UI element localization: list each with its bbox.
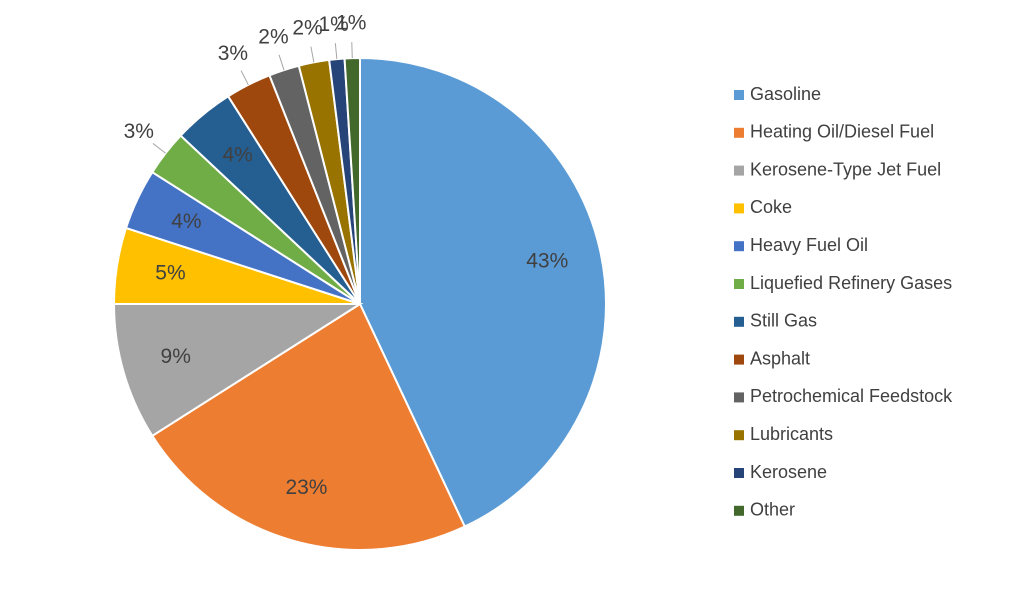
data-label: 2% [258, 25, 288, 48]
pie-slice [359, 56, 607, 528]
legend-label: Heavy Fuel Oil [750, 235, 868, 255]
legend-label: Heating Oil/Diesel Fuel [750, 122, 934, 142]
data-label: 1% [318, 13, 348, 36]
legend-swatch [734, 468, 744, 478]
data-label: 2% [292, 17, 322, 40]
data-label: 23% [285, 476, 327, 499]
data-label: 4% [223, 144, 253, 167]
data-label: 4% [171, 210, 201, 233]
pie-slice [150, 302, 467, 551]
data-label: 3% [124, 120, 154, 143]
legend-swatch [734, 354, 744, 365]
data-label: 1% [336, 12, 366, 35]
data-label: 3% [218, 42, 248, 65]
legend-swatch [734, 241, 744, 252]
data-label: 43% [526, 250, 568, 273]
leader-line [334, 43, 338, 60]
data-label: 9% [161, 345, 191, 368]
legend-swatch [734, 430, 744, 441]
leader-line [351, 42, 353, 59]
legend-swatch [734, 165, 744, 176]
pie-slice [343, 56, 361, 305]
legend-label: Gasoline [750, 84, 821, 104]
legend-label: Kerosene-Type Jet Fuel [750, 159, 941, 179]
legend-swatch [734, 279, 744, 289]
leader-line [240, 70, 249, 86]
legend-label: Kerosene [750, 462, 827, 482]
legend-label: Still Gas [750, 311, 817, 331]
leader-line [152, 143, 166, 154]
legend-swatch [734, 505, 744, 516]
data-label: 5% [155, 262, 185, 285]
legend-swatch [734, 203, 744, 214]
legend-label: Liquefied Refinery Gases [750, 273, 952, 293]
leader-line [278, 54, 285, 71]
legend-swatch [734, 316, 744, 327]
legend-swatch [734, 392, 744, 403]
legend-label: Petrochemical Feedstock [750, 386, 953, 406]
leader-line [310, 46, 315, 63]
legend-swatch [734, 90, 744, 100]
pie-slice [112, 303, 364, 438]
legend-label: Other [750, 500, 795, 520]
legend-swatch [734, 127, 744, 138]
legend-label: Lubricants [750, 424, 833, 444]
legend-label: Asphalt [750, 348, 810, 368]
legend-label: Coke [750, 197, 792, 217]
